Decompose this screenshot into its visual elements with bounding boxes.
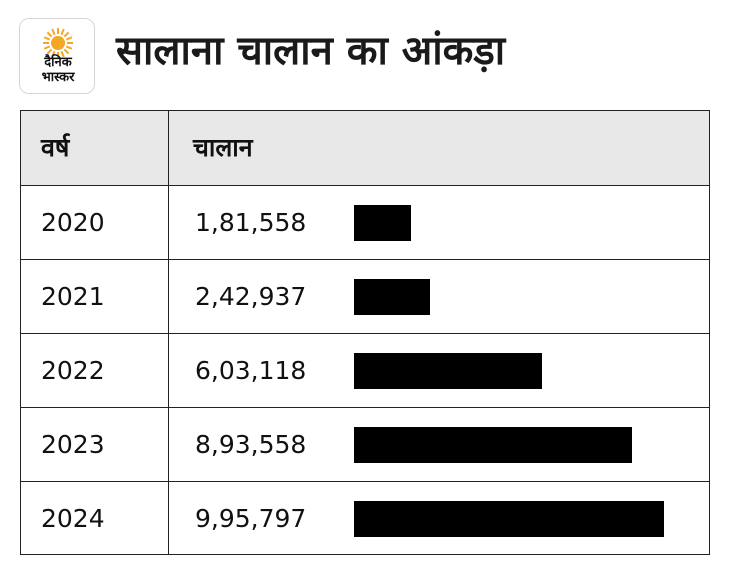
challan-bar [354,353,542,389]
sun-icon [43,28,73,58]
challan-bar [354,427,632,463]
header-year: वर्ष [41,133,70,162]
year-cell: 2022 [41,356,105,385]
chart-title: सालाना चालान का आंकड़ा [116,28,506,74]
column-divider [168,111,169,554]
table-row: 2022 6,03,118 [21,333,709,408]
year-cell: 2020 [41,208,105,237]
challan-table: वर्ष चालान 2020 1,81,558 2021 2,42,937 2022 6… [20,110,710,555]
table-header: वर्ष चालान [21,111,709,185]
challan-bar [354,205,411,241]
table-row: 2020 1,81,558 [21,185,709,260]
challan-value-cell: 8,93,558 [195,430,307,459]
challan-value-cell: 9,95,797 [195,504,307,533]
year-cell: 2021 [41,282,105,311]
dainik-bhaskar-logo: दैनिक भास्कर [19,18,95,94]
challan-value-cell: 1,81,558 [195,208,307,237]
challan-value-cell: 2,42,937 [195,282,307,311]
year-cell: 2023 [41,430,105,459]
header-challan: चालान [193,133,253,162]
challan-bar [354,279,430,315]
challan-bar [354,501,664,537]
logo-text-line-2: भास्कर [41,70,75,85]
year-cell: 2024 [41,504,105,533]
table-row: 2024 9,95,797 [21,481,709,556]
table-row: 2023 8,93,558 [21,407,709,482]
challan-value-cell: 6,03,118 [195,356,307,385]
logo-text-line-1: दैनिक [44,55,72,70]
table-row: 2021 2,42,937 [21,259,709,334]
